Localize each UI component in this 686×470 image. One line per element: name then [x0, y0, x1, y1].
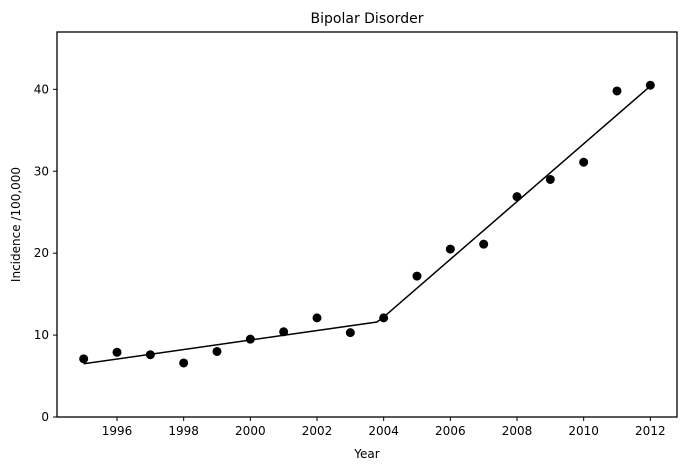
x-tick-label: 2000	[235, 424, 266, 438]
y-tick-label: 40	[34, 82, 49, 96]
x-tick-label: 2012	[635, 424, 666, 438]
y-tick-label: 30	[34, 164, 49, 178]
x-tick-label: 2010	[568, 424, 599, 438]
data-point	[645, 80, 655, 90]
data-point	[145, 350, 155, 360]
data-point	[112, 347, 122, 357]
data-point	[512, 192, 522, 202]
data-point	[345, 328, 355, 338]
y-tick-label: 20	[34, 246, 49, 260]
data-point	[445, 244, 455, 254]
data-point	[612, 86, 622, 96]
fit-line	[83, 85, 651, 365]
data-point	[312, 313, 322, 323]
data-point	[412, 271, 422, 281]
y-tick-label: 0	[41, 410, 49, 424]
data-point	[212, 346, 222, 356]
x-tick-label: 1996	[102, 424, 133, 438]
x-tick-label: 2008	[502, 424, 533, 438]
data-point	[279, 327, 289, 337]
x-tick-label: 2002	[302, 424, 333, 438]
data-point	[79, 354, 89, 364]
data-point	[379, 313, 389, 323]
plot-frame	[56, 31, 678, 418]
y-axis-label: Incidence /100,000	[9, 167, 23, 282]
data-point	[179, 358, 189, 368]
x-tick-label: 2006	[435, 424, 466, 438]
data-point	[545, 174, 555, 184]
data-point	[479, 239, 489, 249]
x-tick-label: 2004	[368, 424, 399, 438]
x-tick-label: 1998	[168, 424, 199, 438]
data-point	[245, 334, 255, 344]
x-axis-label: Year	[353, 447, 379, 461]
data-point	[579, 157, 589, 167]
chart-title: Bipolar Disorder	[311, 11, 424, 27]
y-tick-label: 10	[34, 328, 49, 342]
